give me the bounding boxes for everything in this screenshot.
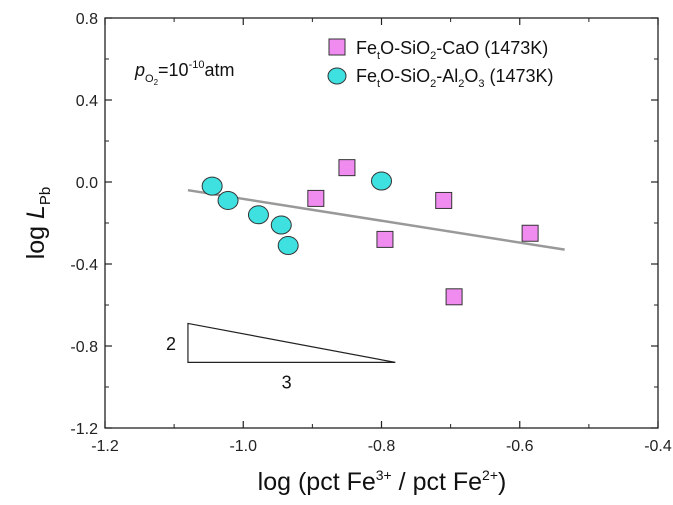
legend2-e: -Al	[436, 66, 458, 86]
xlabel-sup2: 2+	[482, 467, 498, 483]
x-axis-label: log (pct Fe3+ / pct Fe2+)	[258, 467, 507, 496]
y-tick-label: -0.8	[70, 339, 98, 356]
legend: FetO-SiO2-CaO (1473K) FetO-SiO2-Al2O3 (1…	[327, 38, 554, 90]
slope-triangle	[187, 322, 396, 363]
xlabel-sup1: 3+	[376, 467, 392, 483]
y-tick-label: 0.0	[76, 175, 98, 192]
y-axis-label: log LPb	[22, 187, 54, 260]
x-tick-label: -0.6	[506, 438, 534, 455]
data-point-circle	[277, 236, 299, 256]
legend-marker-circle	[327, 67, 347, 85]
slope-triangle-horizontal-label: 3	[282, 372, 292, 392]
data-point-circle	[201, 176, 223, 196]
xlabel-prefix: log (pct Fe	[258, 468, 376, 496]
pressure-annotation: pO2=10-10atm	[134, 59, 235, 87]
data-point-circle	[270, 215, 292, 235]
legend2-h: 3	[478, 78, 484, 90]
data-points	[201, 159, 539, 306]
legend2-f: 2	[458, 78, 464, 90]
legend-marker-square	[328, 38, 346, 56]
annotation-sub-2: 2	[154, 78, 159, 87]
xlabel-suffix: )	[498, 468, 506, 496]
data-point-square	[435, 191, 453, 209]
ylabel-sub: Pb	[37, 187, 54, 205]
y-tick-label: -0.4	[70, 257, 98, 274]
legend2-d: 2	[430, 78, 436, 90]
data-point-circle	[247, 205, 269, 225]
x-tick-label: -1.2	[91, 438, 119, 455]
x-tick-label: -1.0	[229, 438, 257, 455]
data-point-square	[376, 230, 394, 248]
tick-labels: -1.2 -1.0 -0.8 -0.6 -0.4 -1.2 -0.8 -0.4 0.0 0.4 0.…	[70, 11, 671, 455]
legend2-a: Fe	[356, 66, 377, 86]
xlabel-middle: / pct Fe	[392, 468, 482, 496]
legend1-a: Fe	[356, 38, 377, 58]
y-tick-label: 0.4	[76, 93, 98, 110]
annotation-sup: -10	[189, 59, 205, 71]
x-tick-label: -0.4	[644, 438, 672, 455]
annotation-sub-o: O	[145, 73, 154, 85]
data-point-circle	[371, 171, 392, 191]
axis-ticks	[104, 17, 659, 429]
data-point-circle	[217, 190, 239, 210]
legend1-e: -CaO (1473K)	[436, 38, 548, 58]
annotation-eq: =10	[158, 60, 189, 80]
legend2-i: (1473K)	[484, 66, 553, 86]
legend2-c: O-SiO	[380, 66, 430, 86]
data-point-square	[521, 224, 539, 242]
y-tick-label: 0.8	[76, 11, 98, 28]
slope-triangle-vertical-label: 2	[166, 334, 176, 354]
legend-label-series-2: FetO-SiO2-Al2O3 (1473K)	[356, 66, 554, 90]
ylabel-italic: L	[22, 205, 50, 219]
x-tick-label: -0.8	[368, 438, 396, 455]
annotation-p: p	[134, 60, 145, 80]
legend1-b: t	[377, 50, 380, 62]
legend2-g: O	[464, 66, 478, 86]
data-point-square	[338, 159, 356, 177]
ylabel-prefix: log	[22, 219, 50, 259]
legend-label-series-1: FetO-SiO2-CaO (1473K)	[356, 38, 548, 62]
y-tick-label: -1.2	[70, 421, 98, 438]
data-point-square	[445, 288, 463, 306]
legend2-b: t	[377, 78, 380, 90]
legend1-c: O-SiO	[380, 38, 430, 58]
annotation-unit: atm	[204, 60, 234, 80]
legend1-d: 2	[430, 50, 436, 62]
trend-line	[187, 188, 565, 251]
data-point-square	[307, 189, 325, 207]
